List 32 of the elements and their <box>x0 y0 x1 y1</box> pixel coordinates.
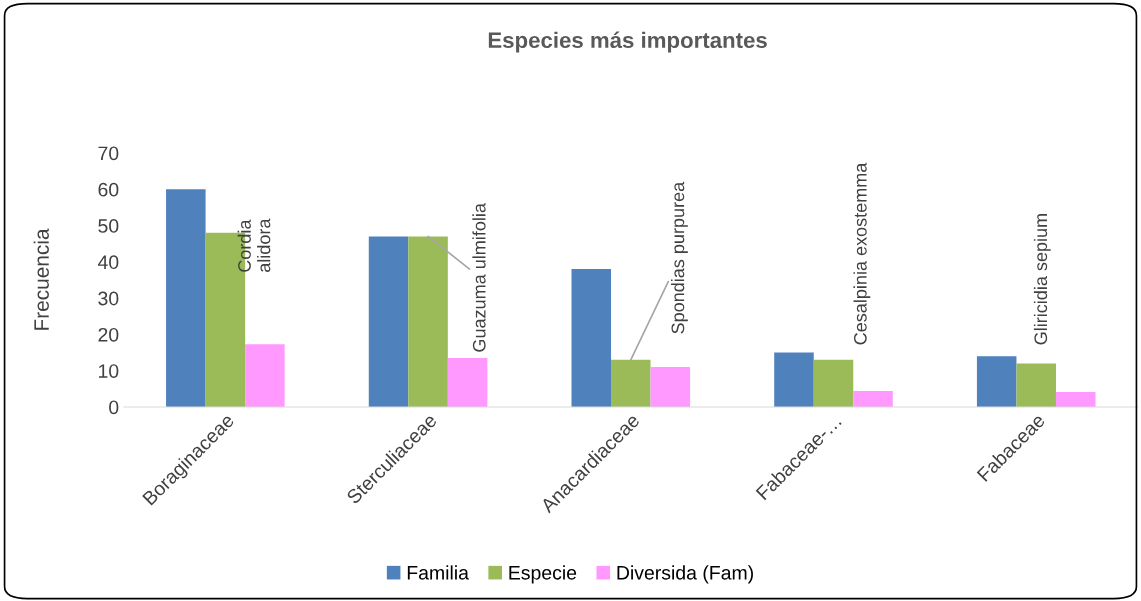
legend-label: Familia <box>407 565 469 580</box>
y-tick-label: 40 <box>97 255 119 270</box>
chart-title: Especies más importantes <box>488 31 767 53</box>
y-tick-label: 10 <box>99 364 119 378</box>
bar <box>611 359 651 407</box>
legend-label: Diversida (Fam) <box>617 565 753 584</box>
y-tick-label: 30 <box>98 291 119 306</box>
y-axis-title: Frecuencia <box>33 228 49 330</box>
annotation: Spondias purpurea <box>671 181 688 334</box>
bar <box>774 352 814 407</box>
bar <box>1016 363 1056 407</box>
bar <box>976 356 1017 407</box>
bar <box>166 189 206 407</box>
legend-label: Especie <box>509 565 577 584</box>
bar <box>447 358 488 407</box>
bar <box>650 367 691 407</box>
bar <box>368 236 409 407</box>
annotation: Cordia alidora <box>237 218 271 272</box>
y-tick-label: 50 <box>98 219 119 233</box>
bar <box>1055 392 1096 407</box>
bar <box>813 359 854 407</box>
bar <box>571 269 612 407</box>
bar <box>853 391 893 407</box>
bar <box>408 236 448 407</box>
y-tick-label: 60 <box>98 182 119 197</box>
y-tick-label: 70 <box>98 146 119 161</box>
y-tick-label: 20 <box>98 327 119 342</box>
bar <box>245 344 285 407</box>
annotation: Cesalpinia exostemma <box>853 162 871 345</box>
annotation: Gliricidia sepium <box>1033 214 1051 345</box>
y-tick-label: 0 <box>109 400 119 415</box>
annotation: Guazuma ulmifolia <box>472 203 486 352</box>
